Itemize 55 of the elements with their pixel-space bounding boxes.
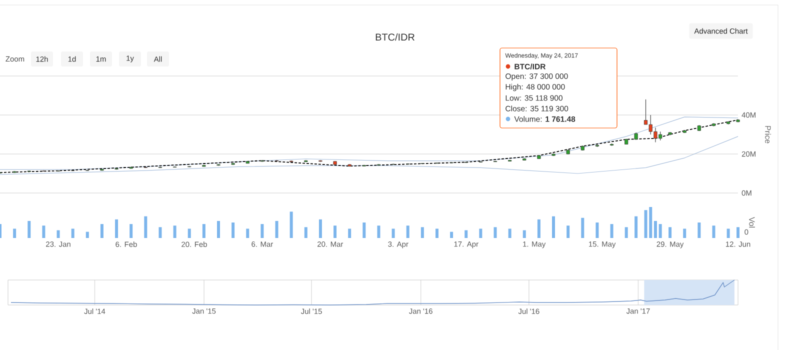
- bar: [726, 228, 730, 238]
- bar: [479, 228, 482, 238]
- bar: [144, 216, 148, 238]
- bar: [290, 212, 293, 238]
- bar: [537, 219, 540, 238]
- bar: [658, 224, 662, 238]
- bar: [188, 228, 191, 238]
- bar: [654, 220, 657, 238]
- bar: [464, 230, 468, 238]
- bar: [318, 219, 322, 238]
- bar: [56, 230, 60, 238]
- bar: [130, 224, 133, 238]
- bar: [115, 219, 118, 238]
- bar: [158, 227, 162, 238]
- bar: [435, 228, 438, 238]
- bar: [100, 224, 104, 238]
- bar: [668, 227, 672, 238]
- bar: [698, 222, 701, 238]
- bar: [508, 228, 512, 238]
- bar: [13, 228, 16, 238]
- line-series: [0, 136, 738, 175]
- bar: [216, 220, 220, 238]
- bar: [494, 227, 497, 238]
- bar: [610, 224, 614, 238]
- bar: [634, 216, 638, 238]
- bar: [246, 228, 250, 238]
- bar: [86, 232, 89, 238]
- bar: [683, 228, 686, 238]
- bar: [304, 227, 308, 238]
- bar: [275, 220, 278, 238]
- bar: [420, 227, 424, 238]
- bar: [260, 224, 264, 238]
- bar: [712, 226, 716, 238]
- bar: [566, 226, 570, 238]
- bar: [624, 227, 628, 238]
- bar: [450, 232, 454, 238]
- bar: [377, 226, 380, 238]
- bar: [552, 216, 556, 238]
- bar: [334, 226, 337, 238]
- bar: [173, 226, 176, 238]
- bar: [362, 222, 366, 238]
- bar: [736, 227, 740, 238]
- bar: [202, 224, 206, 238]
- bar: [348, 228, 352, 238]
- bar: [392, 228, 395, 238]
- bar: [42, 226, 46, 238]
- bar: [71, 228, 74, 238]
- bar: [232, 222, 235, 238]
- bar: [0, 224, 2, 238]
- bar: [28, 220, 31, 238]
- bar: [581, 218, 584, 238]
- chart-title: BTC/IDR: [376, 33, 414, 41]
- bar: [596, 222, 599, 238]
- bar: [406, 226, 410, 238]
- bar: [522, 230, 526, 238]
